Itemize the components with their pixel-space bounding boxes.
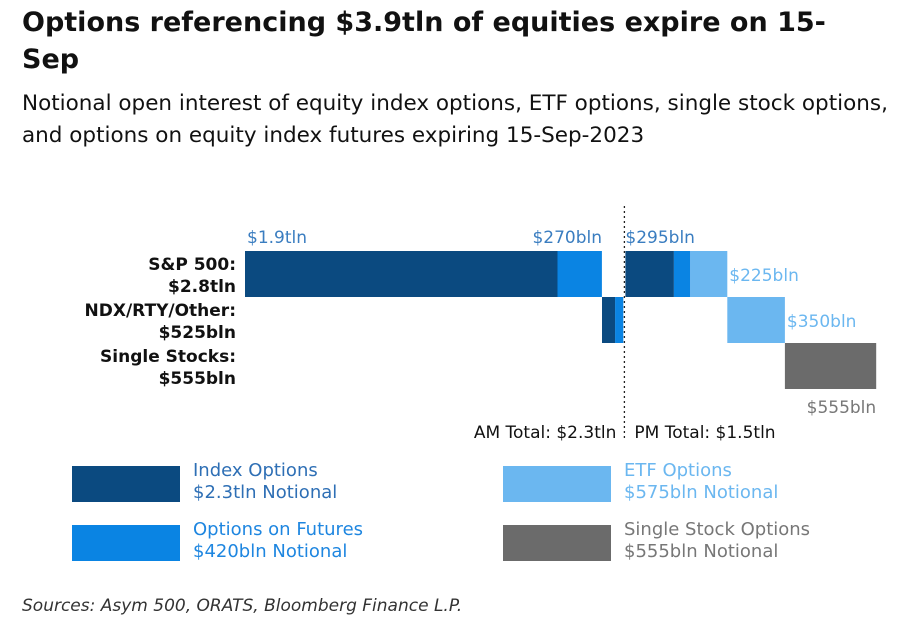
- legend-notional-options-on-futures: $420bln Notional: [193, 541, 348, 562]
- legend-name-options-on-futures: Options on Futures: [193, 519, 364, 540]
- category-total-1: $525bln: [159, 323, 236, 343]
- category-name-2: Single Stocks:: [100, 347, 236, 367]
- legend-swatch-index-options: [72, 466, 180, 502]
- legend-swatch-etf-options: [503, 466, 611, 502]
- am-total-label: AM Total: $2.3tln: [474, 423, 617, 443]
- waterfall-chart: $1.9tln $270bln $295bln $225bln $350bln $555b…: [85, 206, 877, 443]
- bar-segment-single-stock-options-8: [784, 343, 877, 389]
- data-label-7: $350bln: [787, 312, 857, 332]
- legend-notional-etf-options: $575bln Notional: [624, 482, 779, 503]
- legend-notional-single-stock-options: $555bln Notional: [624, 541, 779, 562]
- bar-segment-etf-options-7: [727, 297, 785, 343]
- legend-notional-index-options: $2.3tln Notional: [193, 482, 338, 503]
- category-total-2: $555bln: [159, 369, 236, 389]
- legend-swatch-single-stock-options: [503, 525, 611, 561]
- legend-name-single-stock-options: Single Stock Options: [624, 519, 811, 540]
- legend-name-etf-options: ETF Options: [624, 460, 732, 481]
- data-label-4: $295bln: [625, 228, 695, 248]
- bar-segment-options-on-futures-5: [673, 251, 691, 297]
- bar-segment-options-on-futures-1: [557, 251, 602, 297]
- legend-swatch-options-on-futures: [72, 525, 180, 561]
- bar-segment-options-on-futures-3: [615, 297, 624, 343]
- pm-total-label: PM Total: $1.5tln: [634, 423, 775, 443]
- source-note: Sources: Asym 500, ORATS, Bloomberg Fina…: [22, 596, 463, 616]
- data-label-6: $225bln: [729, 266, 799, 286]
- data-label-1: $270bln: [532, 228, 602, 248]
- bar-segment-index-options-0: [245, 251, 558, 297]
- legend-name-index-options: Index Options: [193, 460, 318, 481]
- chart-subtitle: Notional open interest of equity index o…: [22, 91, 888, 148]
- category-name-0: S&P 500:: [148, 255, 236, 275]
- bar-segment-index-options-2: [602, 297, 616, 343]
- bar-segment-index-options-4: [625, 251, 674, 297]
- data-label-8: $555bln: [807, 398, 877, 418]
- chart-title: Options referencing $3.9tln of equities …: [22, 7, 826, 75]
- data-label-0: $1.9tln: [247, 228, 307, 248]
- bar-segment-etf-options-6: [690, 251, 728, 297]
- category-total-0: $2.8tln: [168, 277, 236, 297]
- category-name-1: NDX/RTY/Other:: [85, 301, 237, 321]
